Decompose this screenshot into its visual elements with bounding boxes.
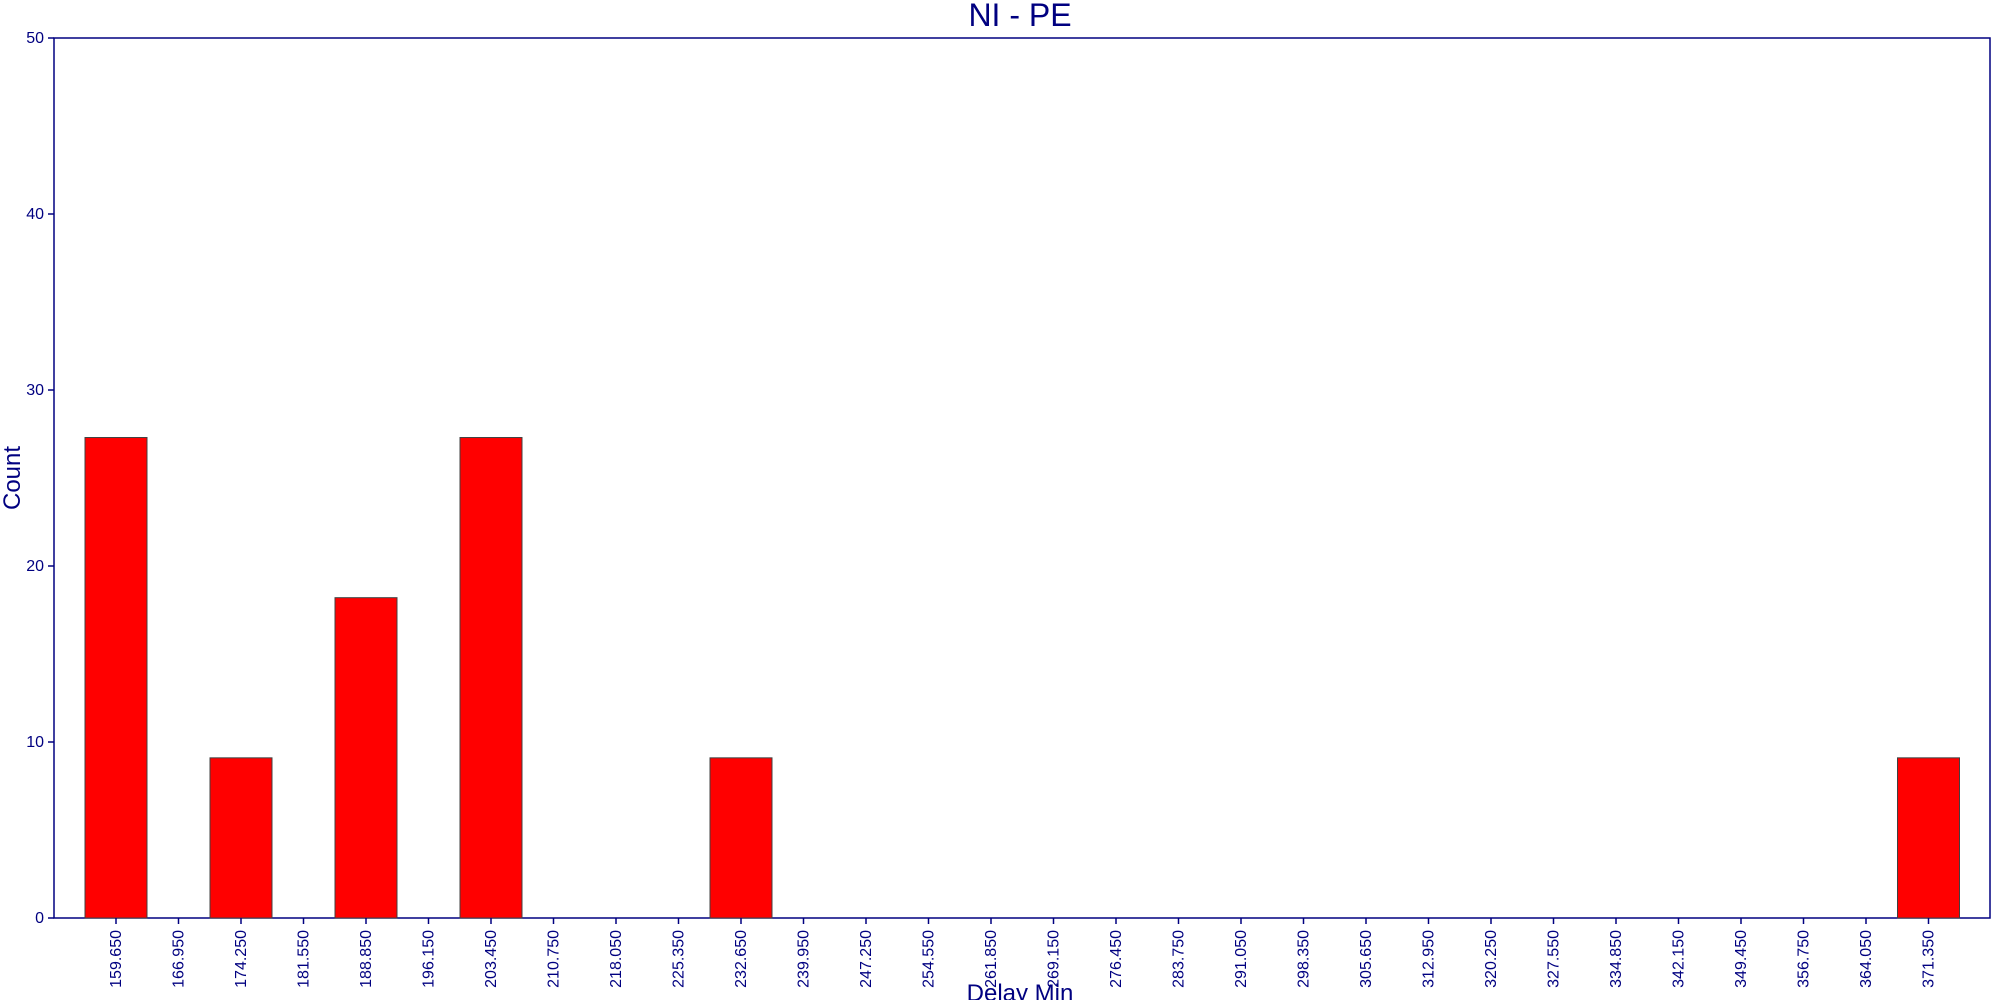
x-tick-label: 196.150: [421, 930, 438, 988]
x-axis-ticks: 159.650 166.950 174.250 181.550 188.850 196.1…: [108, 918, 1938, 988]
x-tick-label: 188.850: [358, 930, 375, 988]
x-tick-label: 349.450: [1733, 930, 1750, 988]
bar: [459, 437, 523, 919]
x-tick-label: 276.450: [1108, 930, 1125, 988]
x-axis-title: Delay Min: [967, 980, 1074, 1000]
bars: [84, 437, 1960, 919]
x-tick-label: 364.050: [1858, 930, 1875, 988]
x-tick-label: 203.450: [483, 930, 500, 988]
x-tick-label: 327.550: [1546, 930, 1563, 988]
x-tick-label: 174.250: [233, 930, 250, 988]
x-tick-label: 232.650: [733, 930, 750, 988]
x-tick-label: 312.950: [1421, 930, 1438, 988]
x-tick-label: 239.950: [796, 930, 813, 988]
bar: [709, 757, 773, 919]
y-tick-label: 10: [26, 734, 44, 751]
y-tick-label: 0: [35, 910, 44, 927]
x-tick-label: 225.350: [671, 930, 688, 988]
x-tick-label: 166.950: [171, 930, 188, 988]
x-tick-label: 269.150: [1046, 930, 1063, 988]
y-tick-label: 30: [26, 382, 44, 399]
x-tick-label: 291.050: [1233, 930, 1250, 988]
x-tick-label: 320.250: [1483, 930, 1500, 988]
y-tick-label: 40: [26, 206, 44, 223]
x-tick-label: 371.350: [1921, 930, 1938, 988]
chart-title: NI - PE: [968, 0, 1071, 33]
x-tick-label: 218.050: [608, 930, 625, 988]
y-axis-ticks: 0 10 20 30 40 50: [26, 30, 54, 927]
x-tick-label: 283.750: [1171, 930, 1188, 988]
x-tick-label: 356.750: [1796, 930, 1813, 988]
x-tick-label: 298.350: [1296, 930, 1313, 988]
bar: [1897, 757, 1960, 919]
y-axis-title: Count: [0, 446, 26, 510]
bar: [84, 437, 148, 919]
x-tick-label: 210.750: [546, 930, 563, 988]
x-tick-label: 261.850: [983, 930, 1000, 988]
x-tick-label: 305.650: [1358, 930, 1375, 988]
x-tick-label: 159.650: [108, 930, 125, 988]
x-tick-label: 181.550: [296, 930, 313, 988]
y-tick-label: 20: [26, 558, 44, 575]
x-tick-label: 334.850: [1608, 930, 1625, 988]
x-tick-label: 342.150: [1671, 930, 1688, 988]
x-tick-label: 247.250: [858, 930, 875, 988]
y-tick-label: 50: [26, 30, 44, 47]
bar: [334, 597, 398, 919]
bar: [209, 757, 273, 919]
x-tick-label: 254.550: [921, 930, 938, 988]
